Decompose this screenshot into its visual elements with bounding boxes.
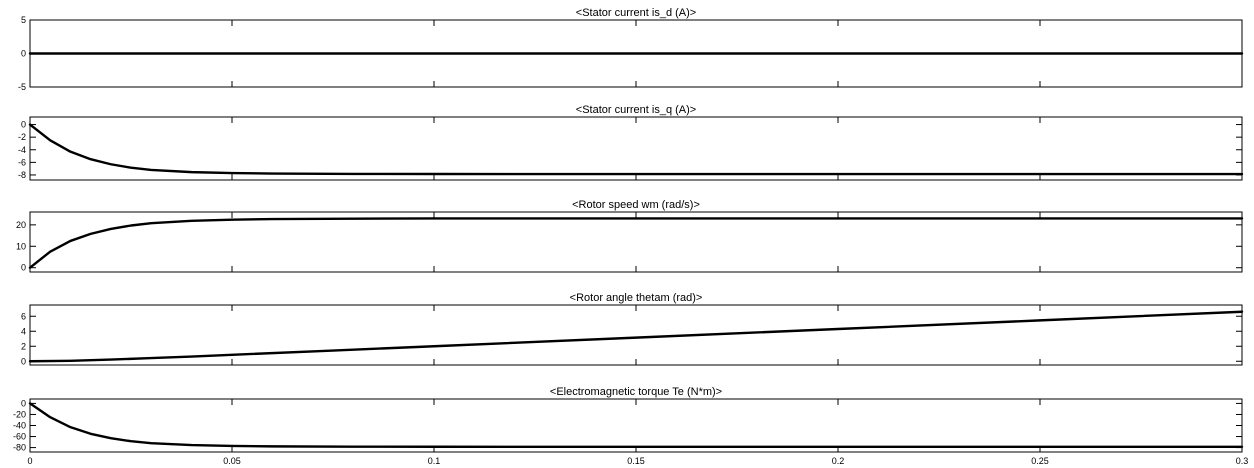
panel-4-trace: [28, 310, 1244, 363]
panel-1-ytick-label-0: 5: [21, 15, 26, 25]
panel-2-ytick-label-1: -2: [18, 132, 26, 142]
panel-5-frame: [29, 398, 1243, 453]
panel-2-ytick-label-4: -8: [18, 170, 26, 180]
panel-2-ytick-label-2: -4: [18, 145, 26, 155]
xtick-label-2: 0.1: [428, 456, 441, 466]
panel-5-ytick-label-3: -60: [13, 432, 26, 442]
panel-5-ytick-label-4: -80: [13, 443, 26, 453]
panel-4-ytick-label-3: 0: [21, 356, 26, 366]
panel-3-title: <Rotor speed wm (rad/s)>: [572, 199, 700, 211]
panel-5-trace: [28, 402, 1244, 449]
panel-3-ytick-label-2: 0: [21, 263, 26, 273]
panel-2-title: <Stator current is_q (A)>: [576, 104, 696, 116]
panel-2-ytick-label-0: 0: [21, 120, 26, 130]
panel-2-ytick-label-3: -6: [18, 157, 26, 167]
panel-3-ytick-label-0: 20: [16, 220, 26, 230]
xtick-label-5: 0.25: [1031, 456, 1049, 466]
panel-2-trace: [28, 123, 1244, 176]
panel-1-title: <Stator current is_d (A)>: [576, 7, 696, 19]
panel-1-ytick-label-1: 0: [21, 49, 26, 59]
xtick-label-4: 0.2: [832, 456, 845, 466]
panel-4-ytick-label-1: 4: [21, 326, 26, 336]
panel-3-ytick-label-1: 10: [16, 241, 26, 251]
panel-3-trace: [28, 217, 1244, 269]
panel-4-ytick-label-2: 2: [21, 341, 26, 351]
panel-1-ytick-label-2: -5: [18, 82, 26, 92]
panel-4-ytick-label-0: 6: [21, 311, 26, 321]
xtick-label-3: 0.15: [627, 456, 645, 466]
xtick-label-1: 0.05: [223, 456, 241, 466]
panel-4-title: <Rotor angle thetam (rad)>: [570, 292, 703, 304]
panel-2-frame: [29, 116, 1243, 181]
panel-5-ytick-label-0: 0: [21, 398, 26, 408]
xtick-label-0: 0: [27, 456, 32, 466]
panel-5-title: <Electromagnetic torque Te (N*m)>: [550, 386, 722, 398]
panel-5-ytick-label-2: -40: [13, 421, 26, 431]
xtick-label-6: 0.3: [1236, 456, 1249, 466]
panel-5-ytick-label-1: -20: [13, 409, 26, 419]
